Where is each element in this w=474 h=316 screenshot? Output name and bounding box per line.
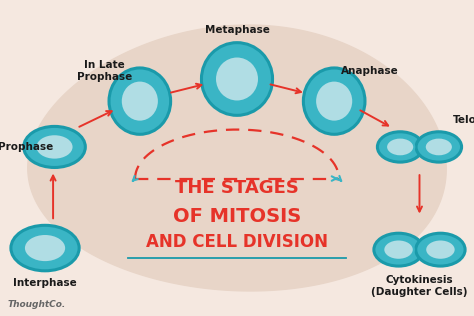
Circle shape [24,234,66,262]
Text: Telophase: Telophase [453,115,474,125]
Circle shape [416,233,465,266]
Ellipse shape [121,81,159,122]
Text: Prophase: Prophase [0,142,54,152]
Text: Cytokinesis
(Daughter Cells): Cytokinesis (Daughter Cells) [371,275,468,297]
Circle shape [377,132,423,162]
Circle shape [425,240,456,260]
Circle shape [425,137,453,156]
Text: AND CELL DIVISION: AND CELL DIVISION [146,233,328,251]
Ellipse shape [303,68,365,134]
Ellipse shape [315,81,353,122]
Text: THE STAGES: THE STAGES [175,179,299,197]
Circle shape [11,225,79,271]
Circle shape [386,137,414,156]
Ellipse shape [201,43,273,115]
Text: Metaphase: Metaphase [205,25,269,35]
Text: Anaphase: Anaphase [341,66,399,76]
Text: ThoughtCo.: ThoughtCo. [7,300,65,309]
Circle shape [383,240,414,260]
Circle shape [36,134,73,160]
Polygon shape [28,25,446,291]
Ellipse shape [109,68,171,134]
Circle shape [416,132,462,162]
Text: Interphase: Interphase [13,278,77,288]
Ellipse shape [215,57,259,101]
Circle shape [374,233,423,266]
Text: In Late
Prophase: In Late Prophase [77,60,132,82]
Circle shape [24,126,85,167]
Text: OF MITOSIS: OF MITOSIS [173,207,301,226]
